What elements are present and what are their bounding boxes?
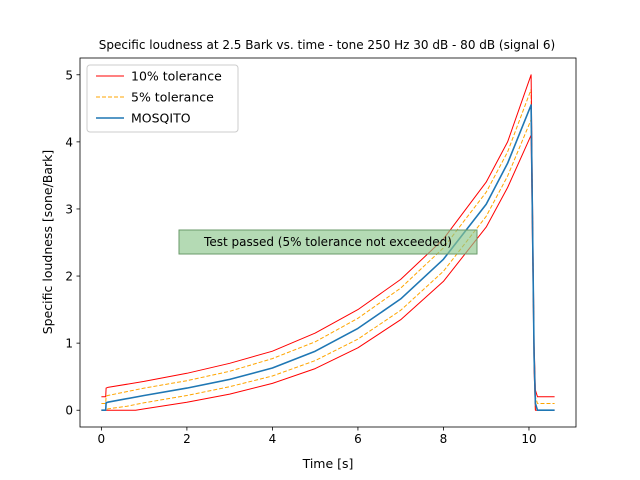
legend: 10% tolerance 5% tolerance MOSQITO	[86, 64, 239, 133]
axis-ticks: 0 2 4 6 8 10 0 1 2 3 4 5	[65, 68, 536, 446]
legend-label-10pct: 10% tolerance	[131, 69, 222, 84]
legend-label-mosqito: MOSQITO	[131, 111, 191, 126]
legend-frame	[86, 64, 239, 133]
x-tick-label: 10	[521, 432, 536, 446]
annotation-text: Test passed (5% tolerance not exceeded)	[203, 235, 452, 249]
y-tick-label: 0	[65, 404, 73, 418]
x-tick-label: 6	[354, 432, 362, 446]
x-tick-label: 2	[183, 432, 191, 446]
y-tick-label: 2	[65, 270, 73, 284]
chart-title: Specific loudness at 2.5 Bark vs. time -…	[99, 38, 556, 52]
plot-frame	[79, 57, 577, 428]
y-tick-label: 4	[65, 135, 73, 149]
x-axis-label: Time [s]	[302, 456, 354, 471]
series-lines	[101, 74, 555, 412]
x-tick-label: 8	[440, 432, 448, 446]
annotation-box: Test passed (5% tolerance not exceeded)	[178, 229, 478, 255]
y-tick-label: 5	[65, 68, 73, 82]
y-axis-label: Specific loudness [sone/Bark]	[40, 150, 55, 335]
x-tick-label: 4	[269, 432, 277, 446]
legend-label-5pct: 5% tolerance	[131, 90, 214, 105]
y-tick-label: 1	[65, 337, 73, 351]
series-line-3	[101, 104, 555, 412]
x-tick-label: 0	[98, 432, 106, 446]
y-tick-label: 3	[65, 202, 73, 216]
